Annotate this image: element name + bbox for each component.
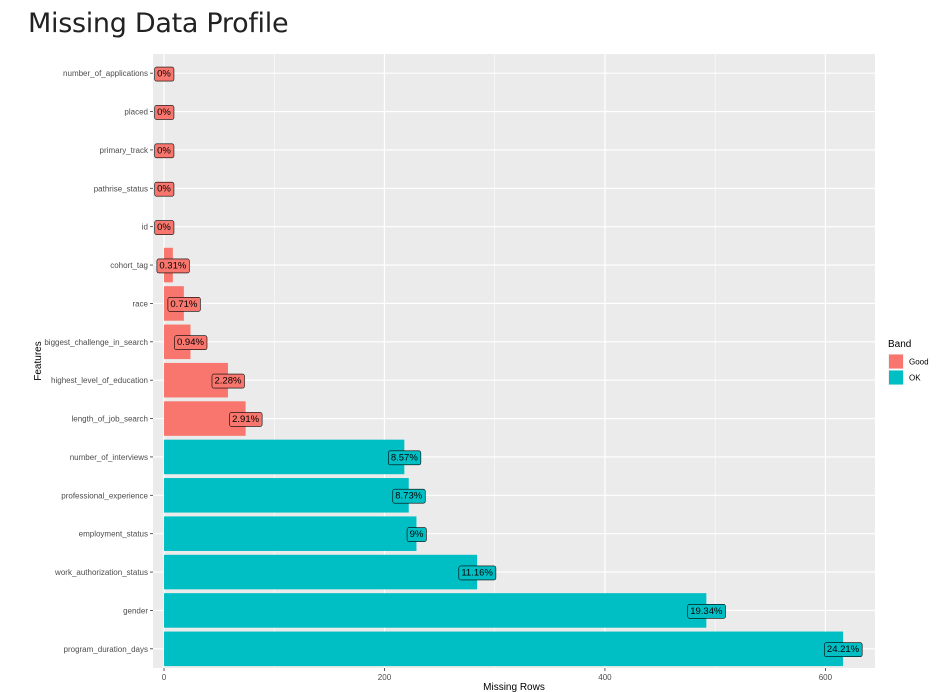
bar-label-box	[211, 373, 245, 389]
x-tick-label: 200	[378, 673, 392, 682]
legend-swatch	[889, 370, 903, 385]
bar-label-text: 0%	[157, 222, 171, 233]
bar-label-text: 0%	[157, 69, 171, 80]
x-tick-label: 400	[598, 673, 612, 682]
bar-label: 0%	[154, 66, 175, 82]
bar-label-text: 8.73%	[395, 491, 422, 502]
page-title: Missing Data Profile	[28, 8, 289, 39]
bar-label: 0.71%	[167, 297, 201, 312]
bar-label: 2.28%	[211, 373, 245, 389]
bar-label-box	[392, 488, 426, 504]
bar-label-box	[406, 527, 427, 542]
bar-label-text: 24.21%	[827, 644, 860, 655]
bar-label-text: 19.34%	[690, 606, 723, 617]
bar-label: 0%	[154, 181, 175, 197]
bar-label-text: 0.31%	[159, 260, 186, 271]
y-tick-label: primary_track	[100, 146, 149, 155]
bar	[164, 439, 405, 475]
bar-label-box	[458, 565, 497, 581]
bar-label-box	[824, 642, 863, 658]
bar-label-box	[154, 220, 175, 235]
bar-label: 0.94%	[174, 335, 208, 351]
bar-label-box	[154, 66, 175, 82]
bar-label-text: 9%	[410, 529, 424, 540]
bar	[164, 516, 417, 551]
legend-label: Good	[909, 358, 929, 367]
bar-label-box	[154, 143, 175, 159]
bar-label: 24.21%	[824, 642, 863, 658]
y-tick-label: cohort_tag	[110, 261, 148, 270]
y-tick-label: professional_experience	[61, 491, 148, 500]
bar-label: 11.16%	[458, 565, 497, 581]
bar-label-text: 2.28%	[214, 376, 241, 387]
y-tick-label: number_of_interviews	[70, 453, 148, 462]
y-tick-label: program_duration_days	[64, 645, 149, 654]
legend-title: Band	[888, 339, 911, 350]
bar-label: 8.73%	[392, 488, 426, 504]
y-tick-label: race	[132, 299, 148, 308]
x-tick-label: 600	[819, 673, 833, 682]
bar	[164, 631, 844, 667]
bar	[164, 593, 707, 628]
legend: Band Good OK	[888, 339, 929, 385]
bar-label-box	[167, 297, 201, 312]
bar-labels: 0% 0% 0% 0% 0% 0.31% 0.71% 0.94% 2.28% 2.91% 8.57%…	[154, 66, 863, 658]
bar-label: 0%	[154, 220, 175, 235]
bar-label-box	[174, 335, 208, 351]
bar	[164, 554, 478, 590]
bar-label-text: 0.94%	[177, 337, 204, 348]
bar-label-box	[154, 105, 175, 120]
legend-swatch	[889, 354, 903, 369]
bar-label-box	[229, 412, 263, 427]
bar-label-box	[154, 181, 175, 197]
bar-label-text: 0%	[157, 145, 171, 156]
y-tick-label: pathrise_status	[94, 184, 148, 193]
bar-label-text: 2.91%	[232, 414, 259, 425]
bar-label: 9%	[406, 527, 427, 542]
bar-label-text: 0%	[157, 184, 171, 195]
bar-label-text: 8.57%	[391, 452, 418, 463]
y-tick-label: id	[142, 223, 148, 232]
y-tick-label: placed	[124, 108, 148, 117]
x-axis: 0 200 400 600	[162, 668, 833, 682]
bar-label-text: 0%	[157, 107, 171, 118]
bar-label-box	[687, 604, 726, 619]
bar-label: 0.31%	[156, 258, 190, 274]
bar-label-text: 0.71%	[170, 299, 197, 310]
y-tick-label: work_authorization_status	[54, 568, 148, 577]
y-tick-label: length_of_job_search	[71, 415, 148, 424]
bars	[164, 247, 844, 667]
legend-label: OK	[909, 374, 921, 383]
bar-label: 8.57%	[388, 450, 422, 466]
y-tick-label: highest_level_of_education	[51, 376, 148, 385]
bar-label-box	[156, 258, 190, 274]
x-tick-label: 0	[162, 673, 167, 682]
bar-label-box	[388, 450, 422, 466]
y-tick-label: biggest_challenge_in_search	[44, 338, 148, 347]
bar-label-text: 11.16%	[461, 567, 493, 578]
y-tick-label: number_of_applications	[63, 69, 148, 78]
x-axis-title: Missing Rows	[483, 682, 545, 692]
bar-label: 0%	[154, 105, 175, 120]
y-tick-label: employment_status	[79, 530, 148, 539]
bar	[164, 478, 409, 513]
y-tick-label: gender	[123, 606, 148, 615]
bar-label: 19.34%	[687, 604, 726, 619]
bar-label: 0%	[154, 143, 175, 159]
y-axis-title: Features	[33, 341, 44, 380]
bar-label: 2.91%	[229, 412, 263, 427]
